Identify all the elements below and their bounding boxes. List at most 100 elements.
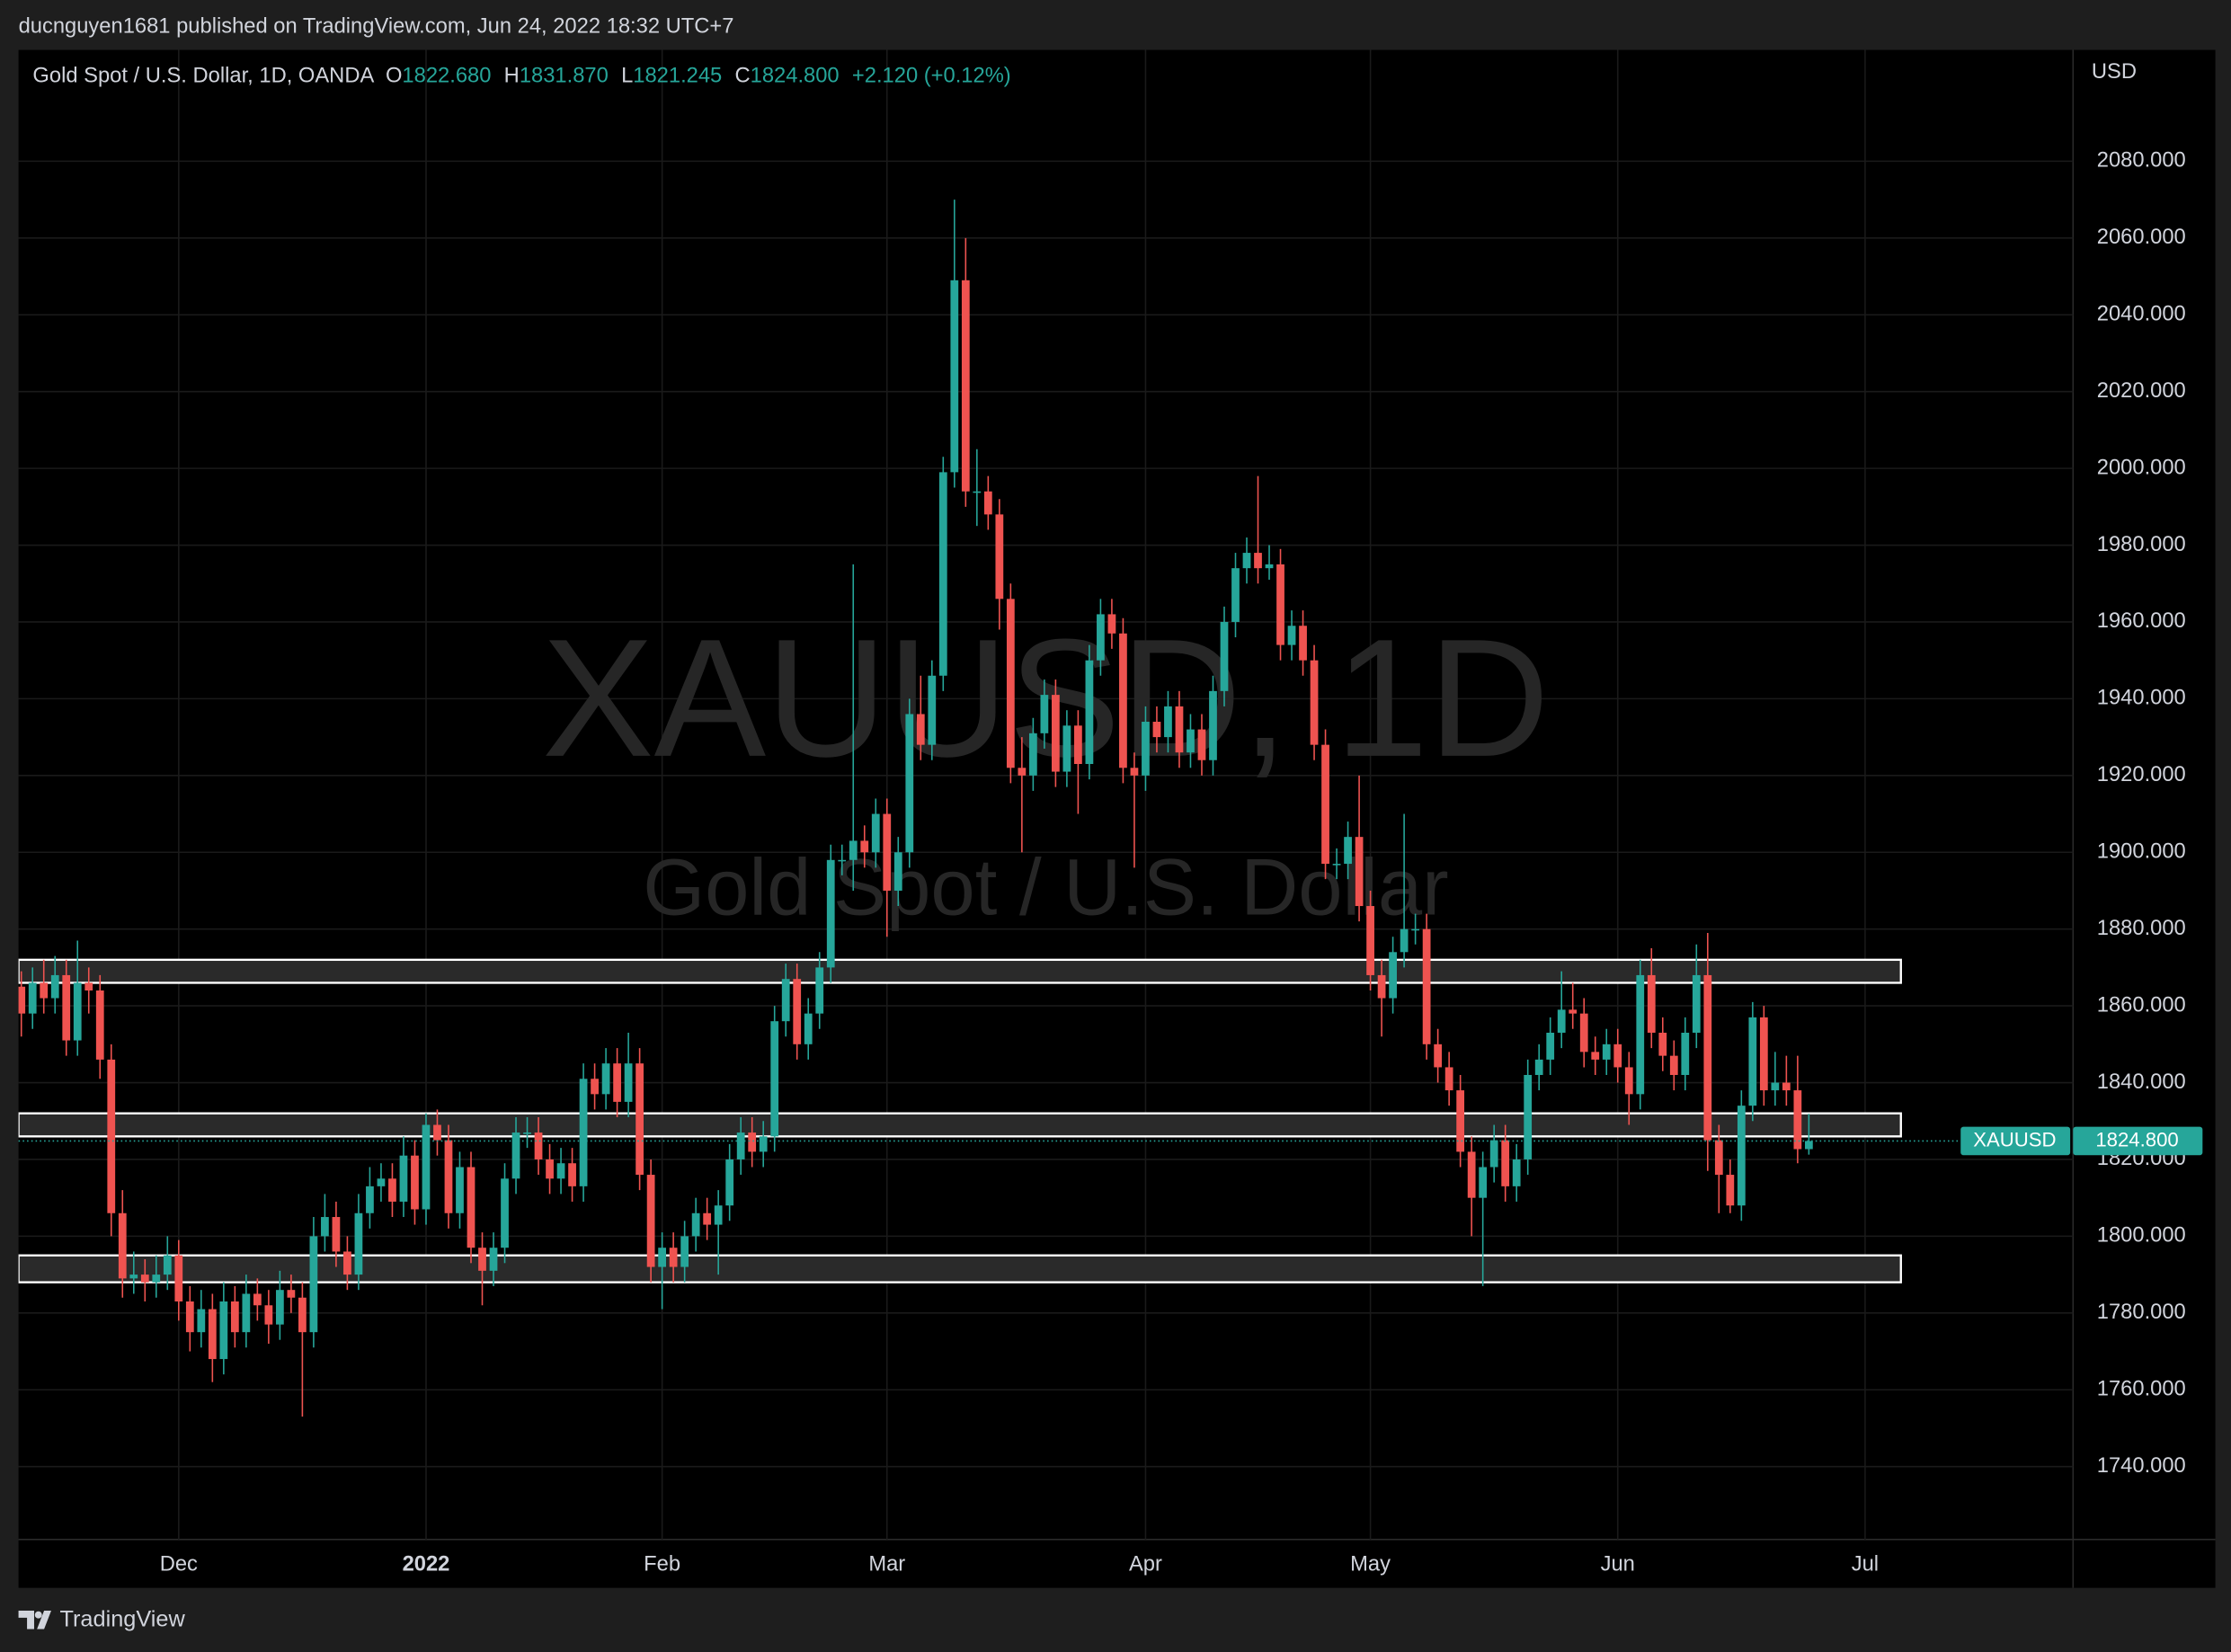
candle-body <box>714 1205 723 1225</box>
publish-header: ducnguyen1681 published on TradingView.c… <box>19 14 734 38</box>
legend-value: 1831.870 <box>520 65 609 88</box>
candle-body <box>1793 1090 1802 1150</box>
logo-icon <box>18 1610 51 1630</box>
candle-body <box>669 1248 678 1267</box>
y-tick-label: 1780.000 <box>2097 1301 2186 1324</box>
legend-title: Gold Spot / U.S. Dollar, 1D, OANDA <box>32 65 374 88</box>
candle-body <box>140 1275 149 1283</box>
candle-body <box>208 1309 217 1360</box>
legend-key: C <box>735 65 751 88</box>
y-tick-label: 1940.000 <box>2097 687 2186 710</box>
candle-body <box>658 1248 667 1267</box>
candle-body <box>399 1155 408 1202</box>
candle-body <box>1332 864 1341 866</box>
candle-body <box>995 514 1004 600</box>
candle-body <box>1389 952 1397 999</box>
candle-body <box>1209 690 1217 760</box>
candle-body <box>523 1132 531 1134</box>
legend-value: 1822.680 <box>402 65 491 88</box>
candle-body <box>1624 1067 1633 1095</box>
candle-body <box>1254 553 1262 569</box>
y-tick-label: 1920.000 <box>2097 763 2186 786</box>
candle-body <box>40 982 49 999</box>
candle-body <box>1591 1052 1600 1060</box>
candle-body <box>860 840 869 853</box>
x-tick-label: Dec <box>160 1553 198 1577</box>
candle-body <box>152 1275 161 1283</box>
zone <box>17 1254 1902 1283</box>
y-tick-label: 2060.000 <box>2097 226 2186 249</box>
candle-body <box>613 1063 621 1102</box>
y-axis-label: USD <box>2092 60 2137 84</box>
candle-body <box>1130 768 1139 776</box>
candle-body <box>1085 660 1094 765</box>
candle-body <box>230 1301 239 1333</box>
price-tag <box>2073 1126 2203 1156</box>
candle-body <box>1501 1140 1510 1186</box>
candle-body <box>568 1163 576 1186</box>
candle-body <box>950 280 959 473</box>
candle-body <box>938 472 947 676</box>
logo-dot <box>34 1611 42 1619</box>
candle-body <box>1444 1067 1453 1091</box>
zone <box>17 958 1902 984</box>
candle-body <box>1220 621 1229 691</box>
candle-body <box>1434 1044 1443 1068</box>
candle-body <box>174 1255 183 1302</box>
candle-body <box>377 1178 386 1186</box>
candle-body <box>1187 729 1195 753</box>
candle-body <box>928 675 937 745</box>
y-tick-label: 1980.000 <box>2097 533 2186 556</box>
candle-body <box>1759 1017 1768 1091</box>
candle-body <box>1534 1059 1543 1075</box>
candle-body <box>1557 1009 1566 1034</box>
candle-body <box>1231 568 1240 622</box>
candle-body <box>636 1063 644 1176</box>
candle-body <box>1613 1044 1622 1068</box>
candle-body <box>591 1079 599 1095</box>
y-tick-label: 1760.000 <box>2097 1378 2186 1401</box>
candle-body <box>804 1013 813 1044</box>
x-tick-label: Mar <box>868 1553 905 1577</box>
candle-body <box>1164 706 1172 738</box>
candle-body <box>1546 1033 1555 1060</box>
candle-body <box>1602 1044 1611 1060</box>
candle-body <box>1018 768 1027 776</box>
logo-text: TradingView <box>59 1607 185 1632</box>
x-tick-label: Jul <box>1852 1553 1879 1577</box>
candle-body <box>1467 1151 1476 1198</box>
candle-body <box>624 1063 633 1102</box>
candle-body <box>253 1293 262 1306</box>
candle-body <box>1524 1074 1533 1159</box>
legend-change: +2.120 (+0.12%) <box>852 65 1011 88</box>
candle-body <box>1344 837 1352 865</box>
candle-body <box>1748 1017 1757 1106</box>
x-tick-label: May <box>1350 1553 1391 1577</box>
candle-body <box>1703 974 1712 1141</box>
candle-body <box>646 1175 655 1267</box>
candle-body <box>1782 1082 1791 1091</box>
candle-body <box>1681 1033 1690 1075</box>
symbol-tag <box>1960 1126 2071 1156</box>
candle-body <box>1400 928 1409 953</box>
candle-body <box>1658 1033 1667 1056</box>
candle-body <box>264 1305 273 1325</box>
axes: 1740.0001760.0001780.0001800.0001820.000… <box>18 149 2203 1577</box>
candle-body <box>197 1309 206 1333</box>
candle-body <box>579 1079 588 1186</box>
candle-body <box>84 982 93 991</box>
candle-body <box>163 1255 172 1275</box>
candle-body <box>703 1212 712 1225</box>
candle-body <box>1647 974 1656 1034</box>
candle-body <box>1287 626 1296 645</box>
candle-body <box>1175 706 1184 753</box>
candle-body <box>534 1132 543 1159</box>
candle-body <box>422 1124 431 1210</box>
candle-body <box>467 1167 476 1248</box>
candle-body <box>1355 837 1364 907</box>
candle-body <box>983 491 992 515</box>
candle-body <box>916 714 925 745</box>
legend-key: H <box>504 65 520 88</box>
candle-body <box>1804 1141 1813 1150</box>
